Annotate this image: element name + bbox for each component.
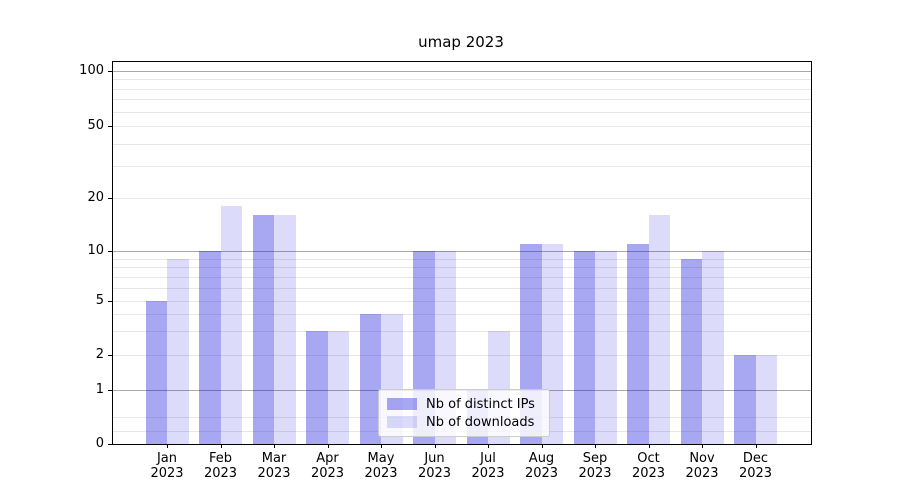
x-tick-label: Mar 2023 xyxy=(257,451,291,481)
legend-swatch-downloads xyxy=(387,416,417,428)
x-tick xyxy=(327,444,329,448)
legend-swatch-ips xyxy=(387,398,417,410)
minor-gridline xyxy=(113,301,811,302)
y-tick-label: 10 xyxy=(87,243,104,258)
legend-row-ips: Nb of distinct IPs xyxy=(387,397,541,412)
bar-distinct-ips-feb xyxy=(199,251,221,444)
y-tick-label: 1 xyxy=(95,382,104,397)
bar-downloads-oct xyxy=(648,215,670,444)
minor-gridline xyxy=(113,126,811,127)
minor-gridline xyxy=(113,258,811,260)
x-tick-label: Feb 2023 xyxy=(203,451,238,481)
y-tick xyxy=(108,355,113,356)
x-tick-label: Apr 2023 xyxy=(310,451,345,481)
bar-distinct-ips-oct xyxy=(627,243,649,444)
bar-distinct-ips-may xyxy=(359,314,381,444)
bar-distinct-ips-jan xyxy=(145,301,167,444)
y-tick xyxy=(108,444,113,445)
y-tick-label: 0 xyxy=(95,436,104,451)
bar-distinct-ips-nov xyxy=(680,258,702,444)
major-gridline xyxy=(113,251,811,252)
bar-downloads-feb xyxy=(220,206,242,444)
legend-label-ips: Nb of distinct IPs xyxy=(426,396,535,412)
bar-downloads-apr xyxy=(327,331,349,444)
y-tick-label: 20 xyxy=(87,190,104,205)
x-tick xyxy=(381,444,382,448)
x-tick-label: Jul 2023 xyxy=(471,451,505,481)
x-tick xyxy=(488,444,489,448)
x-tick-label: Jun 2023 xyxy=(417,451,452,481)
minor-gridline xyxy=(113,166,811,168)
y-tick xyxy=(108,390,113,391)
minor-gridline xyxy=(113,111,811,113)
x-tick-label: Jan 2023 xyxy=(150,451,184,481)
bar-downloads-nov xyxy=(702,251,724,444)
chart-title: umap 2023 xyxy=(418,33,504,51)
minor-gridline xyxy=(113,267,811,269)
minor-gridline xyxy=(113,355,811,356)
x-tick-label: Nov 2023 xyxy=(685,451,719,481)
y-tick xyxy=(108,251,113,252)
minor-gridline xyxy=(113,331,811,333)
bar-distinct-ips-dec xyxy=(734,355,756,444)
x-tick-label: Sep 2023 xyxy=(578,451,612,481)
x-tick-label: Oct 2023 xyxy=(631,451,666,481)
minor-gridline xyxy=(113,99,811,101)
x-tick-label: Aug 2023 xyxy=(524,451,559,481)
bar-distinct-ips-apr xyxy=(306,331,328,444)
x-tick xyxy=(755,444,757,448)
minor-gridline xyxy=(113,88,811,90)
x-tick xyxy=(702,444,703,448)
bar-distinct-ips-mar xyxy=(252,215,274,444)
bar-downloads-sep xyxy=(595,251,617,444)
x-tick xyxy=(434,444,436,448)
x-tick-label: Dec 2023 xyxy=(738,451,773,481)
legend: Nb of distinct IPs Nb of downloads xyxy=(378,389,550,437)
x-tick xyxy=(595,444,596,448)
y-tick-label: 5 xyxy=(95,293,104,308)
x-tick xyxy=(648,444,650,448)
minor-gridline xyxy=(113,314,811,316)
minor-gridline xyxy=(113,276,811,278)
y-tick xyxy=(108,198,113,199)
minor-gridline xyxy=(113,198,811,199)
y-tick-label: 100 xyxy=(79,63,104,78)
bar-downloads-jan xyxy=(167,258,189,444)
x-tick xyxy=(167,444,168,448)
x-tick xyxy=(541,444,543,448)
legend-label-downloads: Nb of downloads xyxy=(426,414,535,430)
minor-gridline xyxy=(113,287,811,289)
minor-gridline xyxy=(113,79,811,81)
x-tick-label: May 2023 xyxy=(364,451,398,481)
y-tick-label: 2 xyxy=(95,347,104,362)
y-tick xyxy=(108,71,113,72)
major-gridline xyxy=(113,71,811,72)
legend-row-downloads: Nb of downloads xyxy=(387,415,541,430)
y-tick xyxy=(108,126,113,127)
bar-downloads-dec xyxy=(755,355,777,444)
minor-gridline xyxy=(113,143,811,145)
y-tick xyxy=(108,301,113,302)
x-tick xyxy=(274,444,275,448)
bar-distinct-ips-sep xyxy=(573,251,595,444)
bar-downloads-mar xyxy=(274,215,296,444)
y-tick-label: 50 xyxy=(87,118,104,133)
x-tick xyxy=(220,444,222,448)
plot-area: Nb of distinct IPs Nb of downloads xyxy=(112,61,812,445)
